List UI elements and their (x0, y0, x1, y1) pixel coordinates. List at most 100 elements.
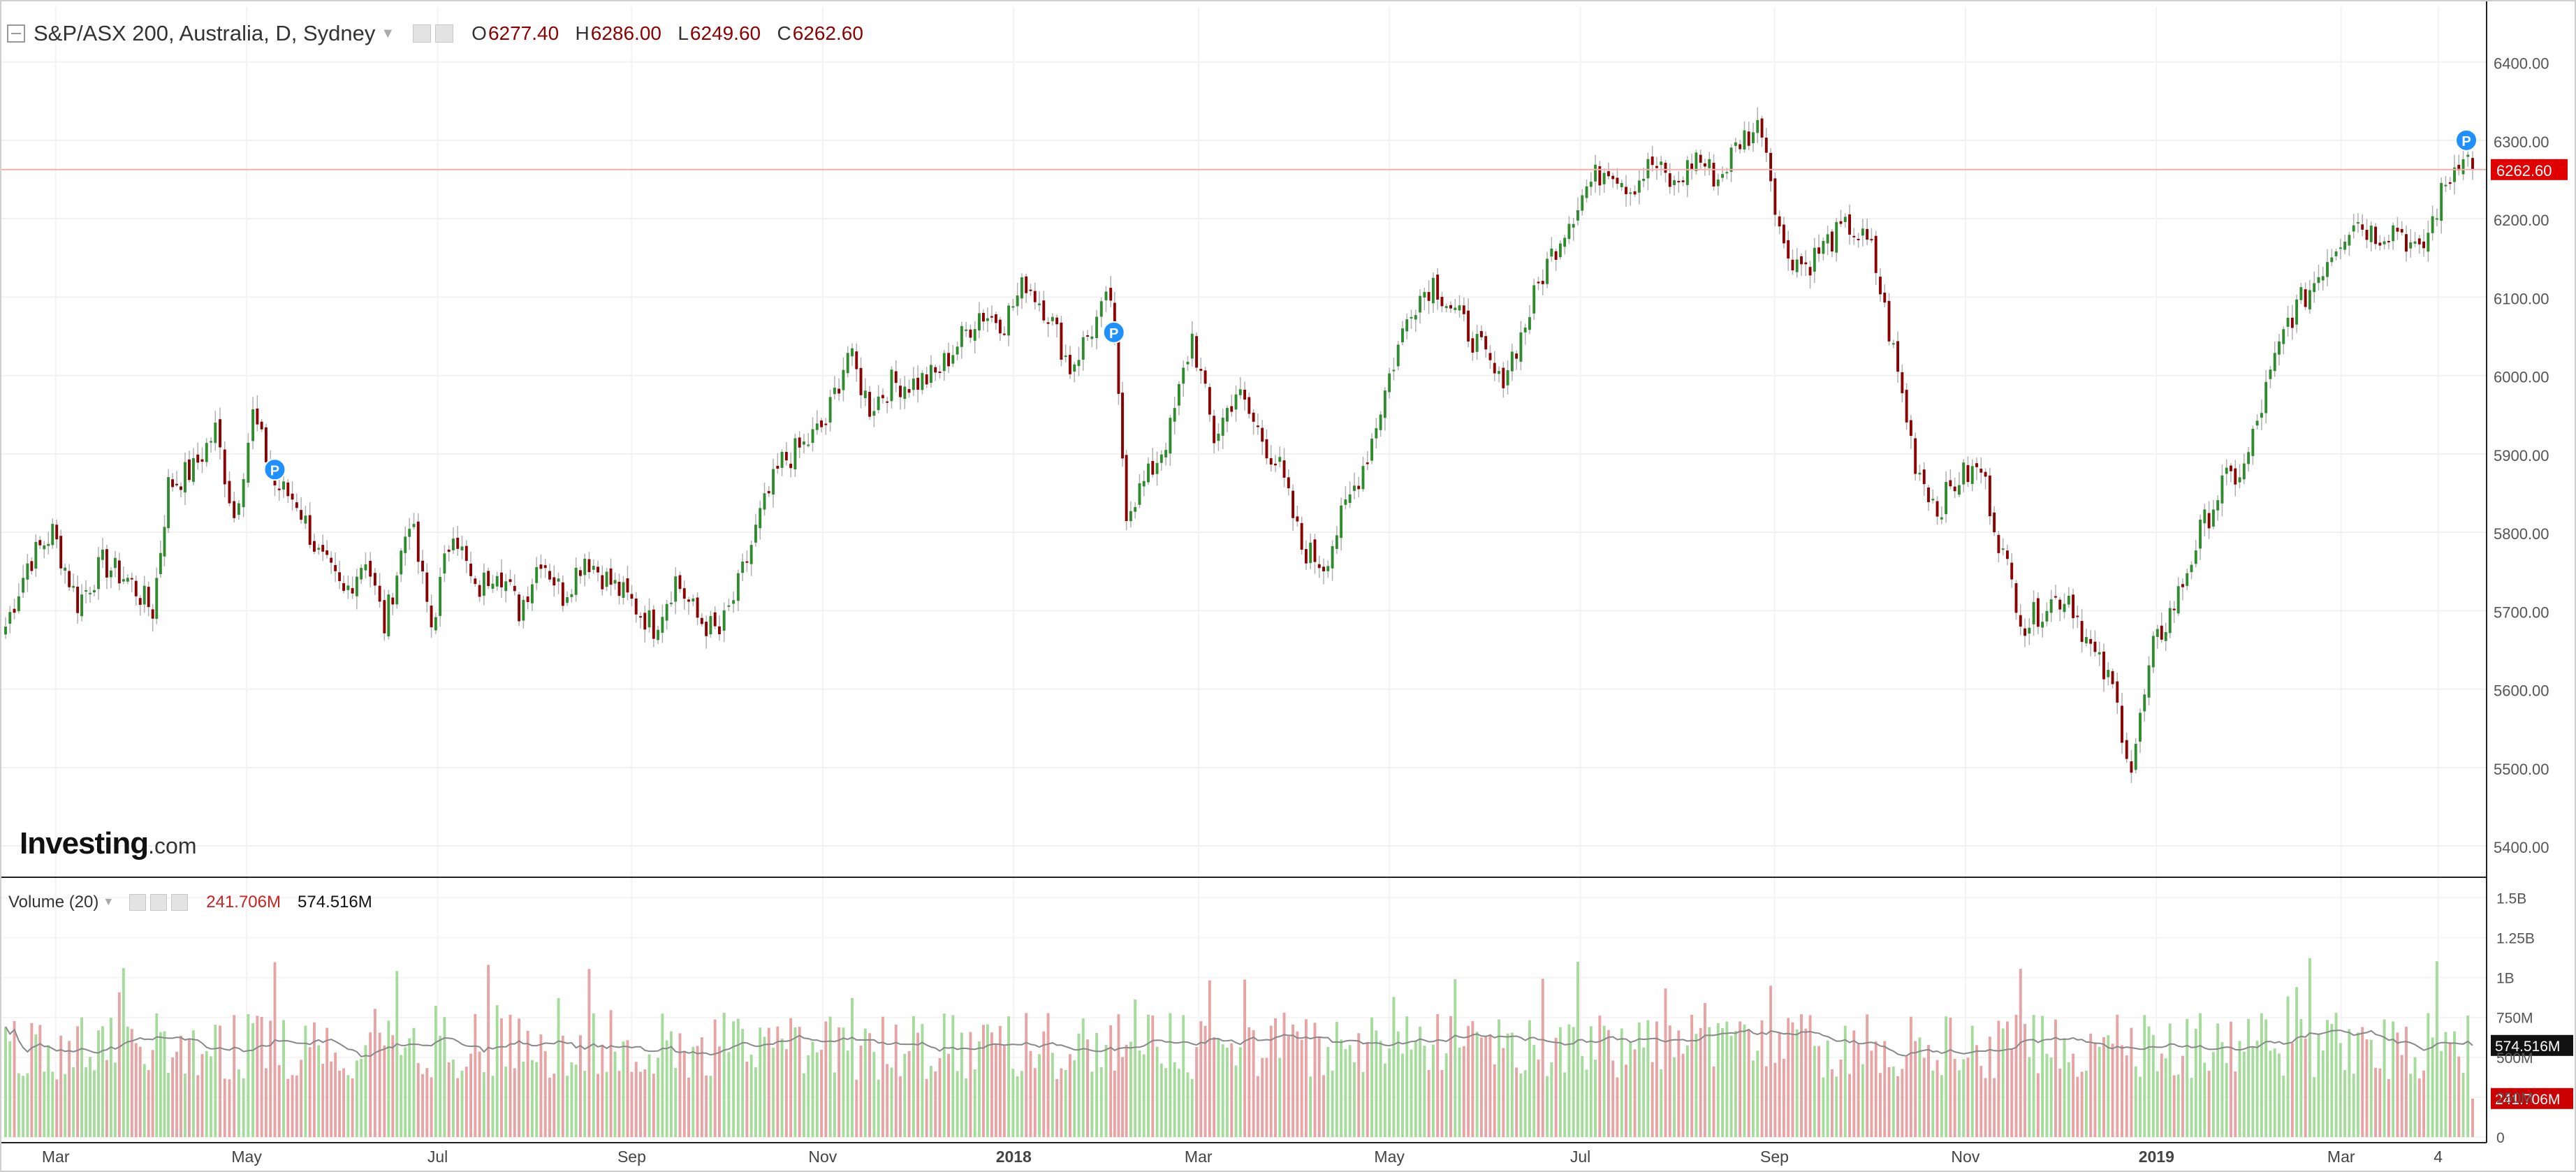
visibility-icon[interactable] (129, 894, 147, 911)
symbol-title[interactable]: S&P/ASX 200, Australia, D, Sydney (34, 21, 376, 45)
volume-bar (1095, 1032, 1099, 1137)
candle-body (1576, 210, 1579, 221)
x-tick-label: Sep (617, 1148, 646, 1166)
candle-body (2072, 594, 2075, 618)
volume-bar (1764, 1066, 1768, 1137)
volume-bar (1471, 1021, 1474, 1137)
p-marker-icon[interactable] (2455, 129, 2478, 152)
p-marker-icon[interactable] (263, 458, 286, 481)
volume-bar (346, 1075, 350, 1137)
candle-body (1940, 517, 1943, 520)
close-icon[interactable] (171, 894, 189, 911)
collapse-icon[interactable] (7, 24, 25, 43)
markers[interactable]: P P P (263, 129, 2478, 481)
candle-body (1458, 305, 1461, 311)
volume-bar (2102, 1037, 2105, 1137)
candle-body (1677, 181, 1681, 183)
p-marker-icon[interactable] (1102, 321, 1125, 344)
candle-body (990, 316, 993, 318)
candle-body (718, 626, 721, 635)
volume-bar (960, 1032, 963, 1137)
volume-bar (691, 1046, 695, 1137)
candle-body (2299, 287, 2303, 300)
candle-body (2251, 428, 2255, 456)
volume-bar (1155, 1046, 1159, 1137)
candle-body (2466, 154, 2470, 157)
candle-body (1756, 119, 1759, 133)
candle-body (1195, 336, 1198, 368)
visibility-icon[interactable] (413, 24, 432, 43)
candle-body (745, 561, 749, 563)
candle-body (2304, 289, 2307, 307)
settings-icon[interactable] (435, 24, 454, 43)
volume-bar (727, 1052, 731, 1137)
candle-body (321, 545, 325, 552)
volume-bar (1410, 1049, 1413, 1137)
candle-body (421, 560, 424, 572)
volume-bar (749, 1054, 753, 1137)
candle-body (868, 392, 872, 417)
candle-body (373, 573, 376, 586)
volume-bar (1567, 1024, 1571, 1137)
candle-body (1764, 138, 1768, 153)
volume-bar (1957, 1070, 1961, 1137)
candle-body (1436, 274, 1440, 300)
volume-bar (391, 1035, 395, 1137)
chevron-down-icon[interactable]: ▼ (381, 25, 395, 41)
volume-bar (508, 1014, 512, 1137)
settings-icon[interactable] (150, 894, 168, 911)
candle-body (1510, 351, 1514, 372)
volume-bar (196, 1075, 200, 1137)
volume-bar (828, 1016, 832, 1137)
volume-bar (1479, 1037, 1483, 1137)
volume-bar (1664, 988, 1667, 1137)
volume-bar (2417, 1078, 2421, 1137)
chevron-down-icon[interactable]: ▼ (103, 896, 115, 908)
investing-logo[interactable]: Investing.com (20, 826, 197, 861)
volume-bar (1795, 1029, 1799, 1137)
candle-body (938, 372, 942, 374)
volume-bar (68, 1041, 71, 1137)
candle-body (1502, 367, 1505, 388)
volume-bar (2413, 1057, 2417, 1137)
candle-body (1716, 180, 1720, 186)
volume-tick-label: 1.5B (2496, 891, 2526, 907)
candle-body (842, 369, 845, 390)
volume-bar (2194, 1028, 2197, 1137)
candle-body (661, 617, 664, 633)
candle-body (2453, 167, 2456, 182)
volume-bar (994, 1043, 997, 1137)
candle-body (242, 478, 245, 508)
volume-bar (2471, 1098, 2474, 1137)
candle-body (907, 389, 911, 393)
candle-body (2036, 598, 2040, 627)
volume-bar (894, 1024, 898, 1137)
candle-body (643, 613, 647, 630)
volume-bar (863, 1028, 867, 1137)
volume-bar (1949, 1017, 1952, 1137)
volume-bar (1357, 1033, 1361, 1137)
volume-bar (1414, 1040, 1417, 1137)
volume-bar (851, 998, 854, 1137)
candle-body (1309, 542, 1312, 564)
candle-body (1664, 163, 1667, 173)
candle-body (526, 596, 529, 603)
volume-bar (1997, 1020, 2000, 1137)
p-marker-label: P (1109, 326, 1118, 342)
candle-body (308, 515, 312, 545)
volume-bar (1550, 1062, 1553, 1137)
volume-bar (2466, 1016, 2470, 1137)
candle-body (1835, 221, 1838, 253)
volume-bar (2365, 1039, 2369, 1137)
candle-body (916, 377, 920, 390)
candle-body (1660, 161, 1663, 166)
candle-body (2067, 595, 2070, 605)
candle-body (522, 599, 525, 621)
volume-bar (789, 1018, 793, 1137)
candle-body (109, 570, 112, 578)
volume-bar (978, 1041, 981, 1137)
volume-title[interactable]: Volume (20) (8, 893, 99, 911)
candle-body (1046, 322, 1050, 324)
candle-body (26, 563, 29, 580)
